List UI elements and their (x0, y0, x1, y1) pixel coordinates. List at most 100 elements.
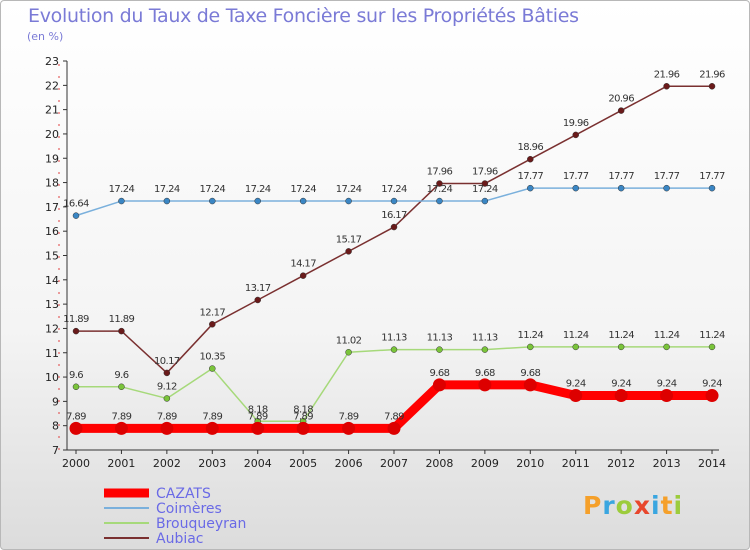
data-label: 7.89 (66, 411, 86, 422)
data-point (708, 83, 716, 90)
data-point (160, 421, 174, 435)
data-label: 11.24 (699, 330, 725, 341)
data-point (390, 223, 398, 231)
data-label: 11.24 (563, 330, 589, 341)
data-point (617, 343, 625, 351)
data-point (69, 421, 83, 435)
y-tick-label: 15 (45, 250, 59, 263)
x-tick-label: 2011 (562, 457, 590, 470)
data-label: 17.24 (472, 184, 498, 195)
data-point (254, 296, 261, 304)
data-point (205, 421, 219, 435)
data-point (251, 421, 265, 435)
data-point (118, 197, 125, 205)
y-tick-group: 7 8 9 10 11 12 13 14 15 16 17 18 19 20 21 22 23 (45, 55, 67, 457)
data-point (299, 272, 307, 279)
data-label: 17.24 (109, 184, 135, 195)
y-tick-label: 8 (52, 420, 59, 433)
data-label: 21.96 (654, 69, 680, 80)
data-label: 15.17 (336, 234, 362, 245)
data-label: 8.18 (248, 404, 268, 415)
data-point (572, 131, 579, 139)
x-tick-label: 2005 (289, 457, 317, 470)
data-label: 20.96 (608, 94, 634, 105)
series-group: 11.89 11.89 10.17 12.17 13.17 14.17 15.17 16.17… (63, 69, 726, 435)
data-label: 17.24 (290, 184, 316, 195)
data-label: 10.35 (199, 352, 225, 363)
data-point (617, 184, 625, 192)
y-tick-label: 16 (45, 225, 59, 238)
logo-letter: t (660, 491, 674, 520)
y-tick-label: 21 (45, 104, 59, 117)
data-point (299, 197, 307, 205)
data-point (390, 197, 398, 205)
x-tick-group: 2000 2001 2002 2003 2004 2005 2006 2007 2008 2009… (62, 450, 726, 470)
data-label: 11.24 (608, 330, 634, 341)
chart-title: Evolution du Taux de Taxe Foncière sur l… (28, 5, 579, 27)
data-label: 17.77 (654, 171, 680, 182)
data-label: 9.24 (657, 379, 677, 390)
proxiti-logo: Proxiti (583, 491, 683, 520)
x-tick-label: 2010 (516, 457, 544, 470)
series-coimères: 16.64 17.24 17.24 17.24 17.24 17.24 17.24 17.24… (63, 171, 726, 219)
x-tick-label: 2001 (107, 457, 135, 470)
data-point (254, 197, 261, 205)
data-label: 16.17 (381, 210, 407, 221)
data-label: 14.17 (290, 259, 316, 270)
y-tick-label: 17 (45, 201, 59, 214)
y-tick-label: 13 (45, 298, 59, 311)
data-point (436, 180, 443, 187)
data-label: 17.24 (199, 184, 225, 195)
y-tick-label: 23 (45, 55, 59, 68)
data-point (527, 343, 534, 351)
data-point (614, 389, 628, 403)
data-point (342, 421, 356, 435)
data-label: 11.24 (654, 330, 680, 341)
logo-letter: r (602, 491, 616, 520)
data-point (163, 197, 171, 205)
data-point (478, 378, 492, 392)
data-label: 17.96 (427, 167, 453, 178)
data-label: 17.77 (608, 171, 634, 182)
data-point (209, 365, 216, 372)
x-tick-label: 2013 (653, 457, 681, 470)
data-label: 7.89 (202, 411, 222, 422)
data-label: 17.24 (427, 184, 453, 195)
data-point (663, 83, 670, 90)
data-label: 19.96 (563, 118, 589, 129)
data-point (345, 349, 352, 356)
data-point (114, 421, 128, 435)
data-label: 11.02 (336, 335, 362, 346)
x-tick-label: 2000 (62, 457, 90, 470)
data-point (572, 184, 579, 192)
data-point (705, 389, 719, 403)
data-label: 17.77 (699, 171, 725, 182)
x-tick-label: 2003 (198, 457, 226, 470)
y-tick-label: 10 (45, 371, 59, 384)
data-point (617, 107, 625, 114)
data-label: 7.89 (384, 411, 404, 422)
data-point (345, 248, 352, 255)
data-point (345, 197, 352, 205)
data-point (481, 346, 489, 353)
data-point (72, 327, 80, 335)
data-point (708, 343, 716, 351)
data-point (527, 184, 534, 192)
data-point (209, 197, 216, 205)
data-label: 17.24 (154, 184, 180, 195)
data-label: 17.96 (472, 167, 498, 178)
data-label: 17.77 (517, 171, 543, 182)
data-point (72, 383, 80, 391)
data-label: 13.17 (245, 283, 271, 294)
data-point (387, 421, 401, 435)
series-brouqueyran: 9.6 9.6 9.12 10.35 8.18 8.18 11.02 11.13 11.13 11… (69, 330, 726, 425)
y-tick-label: 22 (45, 79, 59, 92)
data-label: 11.13 (427, 333, 453, 344)
data-label: 9.68 (520, 368, 540, 379)
data-label: 9.6 (114, 370, 128, 381)
x-tick-label: 2006 (335, 457, 363, 470)
data-label: 9.24 (566, 379, 586, 390)
data-point (527, 155, 534, 163)
